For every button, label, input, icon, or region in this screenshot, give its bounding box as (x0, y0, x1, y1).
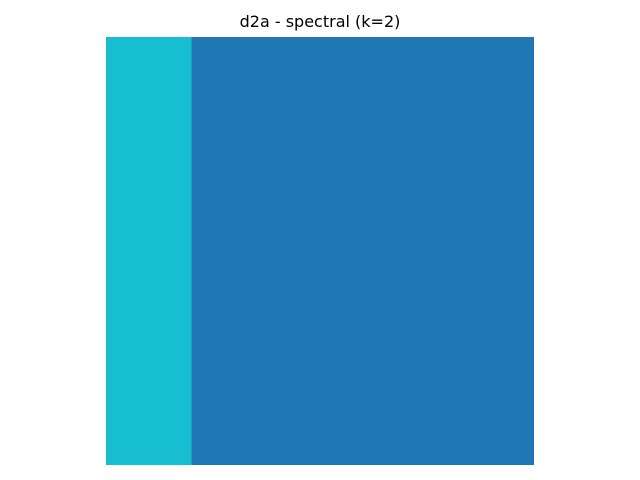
heatmap-cell (448, 37, 534, 465)
heatmap-cell (362, 37, 449, 465)
chart-title: d2a - spectral (k=2) (239, 12, 401, 31)
heatmap-cell (191, 37, 278, 465)
heatmap-cell (106, 37, 193, 465)
heatmap-cell (277, 37, 364, 465)
heatmap-plot (106, 37, 534, 465)
